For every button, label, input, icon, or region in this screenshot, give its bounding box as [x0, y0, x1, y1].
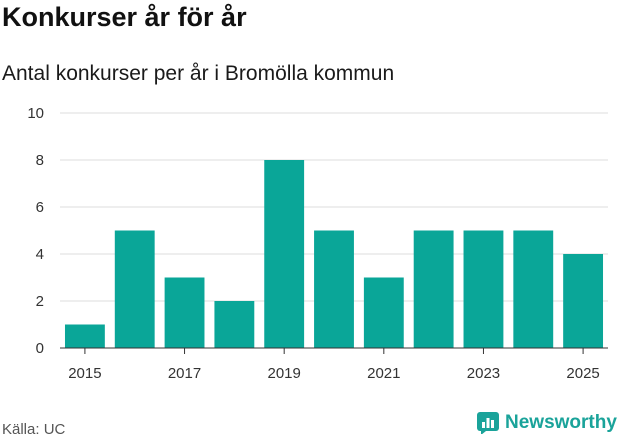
x-tick-label: 2017: [168, 365, 201, 382]
bars: [64, 160, 604, 348]
bar-chart-logo-icon: [477, 412, 499, 434]
x-tick-label: 2025: [566, 365, 599, 382]
y-tick-label: 10: [27, 105, 44, 122]
x-tick-label: 2023: [467, 365, 500, 382]
bar-2022: [413, 230, 454, 348]
y-tick-label: 8: [36, 152, 44, 169]
bar-2018: [214, 301, 255, 348]
x-axis-ticks: 2015 2017 2019 2021 2023 2025: [68, 348, 600, 382]
y-tick-label: 4: [36, 246, 44, 263]
bar-2021: [363, 277, 404, 348]
brand-name: Newsworthy: [505, 412, 617, 433]
bar-2019: [264, 160, 305, 348]
bar-2015: [64, 324, 105, 348]
chart-title: Konkurser år för år: [2, 2, 247, 32]
bar-chart: 0 2 4 6 8 10 2015 2017 2019 2021 2023 2025: [27, 105, 608, 382]
bar-2020: [314, 230, 354, 348]
y-axis-ticks: 0 2 4 6 8 10: [27, 105, 44, 357]
chart-subtitle: Antal konkurser per år i Bromölla kommun: [2, 62, 395, 85]
y-tick-label: 0: [36, 340, 44, 357]
bar-2023: [463, 230, 504, 348]
bar-2025: [563, 254, 604, 348]
bar-2017: [164, 277, 205, 348]
x-tick-label: 2019: [267, 365, 300, 382]
x-tick-label: 2021: [367, 365, 400, 382]
bar-2024: [513, 230, 554, 348]
brand-logo: Newsworthy: [477, 410, 617, 436]
bar-2016: [114, 230, 155, 348]
x-tick-label: 2015: [68, 365, 101, 382]
y-tick-label: 2: [36, 293, 44, 310]
source-note: Källa: UC: [2, 421, 66, 438]
y-tick-label: 6: [36, 199, 44, 216]
